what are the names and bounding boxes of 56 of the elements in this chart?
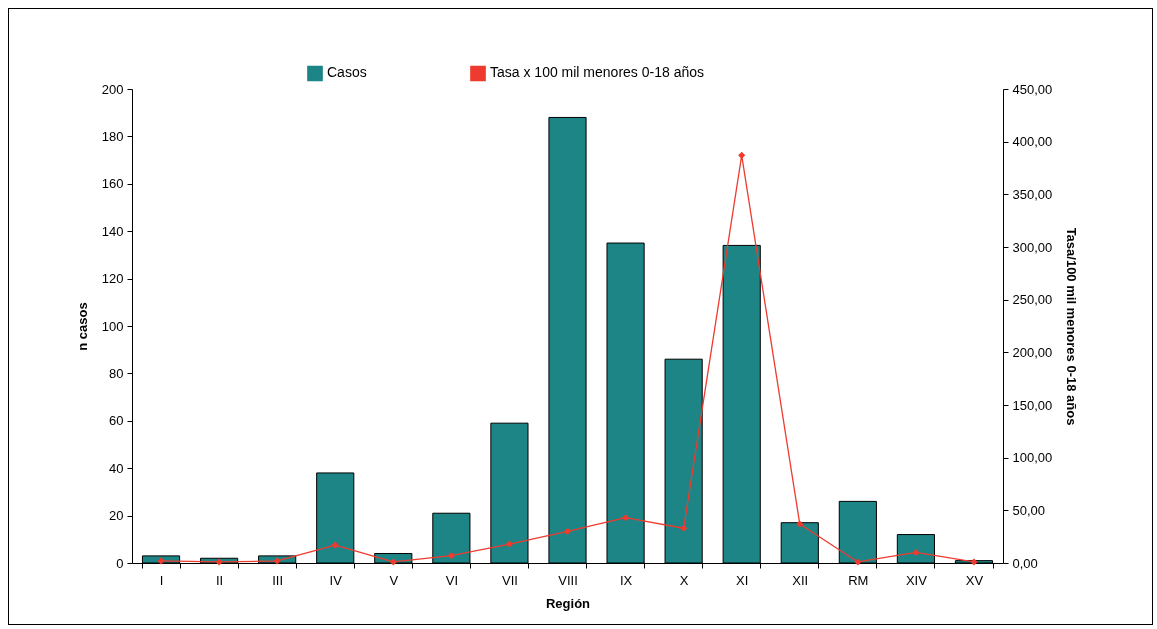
point	[331, 541, 339, 549]
point	[796, 520, 804, 528]
x-tick-label: II	[215, 572, 224, 588]
x-tick-label: XIV	[905, 572, 928, 588]
y-tick-label: 0	[116, 555, 124, 571]
y-tick-label: 20	[109, 508, 124, 524]
y2-tick-label: 0,00	[1012, 555, 1038, 571]
y2-tick-label: 400,00	[1012, 134, 1053, 150]
point	[505, 540, 513, 548]
x-tick-label: XI	[736, 572, 749, 588]
x-tick-label: XII	[792, 572, 809, 588]
x-tick-label: XV	[965, 572, 984, 588]
x-tick-label: I	[159, 572, 164, 588]
point	[854, 558, 862, 566]
y-tick-label: 100	[101, 318, 124, 334]
x-axis-title: Región	[545, 595, 591, 611]
y2-tick-label: 50,00	[1012, 502, 1046, 518]
x-tick-label: V	[389, 572, 399, 588]
y-tick-label: 80	[109, 365, 124, 381]
point	[273, 557, 281, 565]
y-tick-label: 200	[101, 81, 124, 97]
point	[680, 524, 688, 532]
y-tick-label: 180	[101, 128, 124, 144]
point	[215, 558, 223, 566]
point	[738, 151, 746, 159]
y2-tick-label: 200,00	[1012, 344, 1053, 360]
x-tick-label: VI	[445, 572, 459, 588]
y2-tick-label: 250,00	[1012, 292, 1053, 308]
point	[622, 514, 630, 522]
y-axis-title: n casos	[74, 302, 90, 351]
point	[563, 527, 572, 535]
x-tick-label: IX	[619, 572, 633, 588]
y2-tick-label: 300,00	[1012, 239, 1053, 255]
x-tick-label: III	[272, 572, 284, 588]
x-tick-label: VII	[501, 572, 518, 588]
x-tick-label: RM	[848, 572, 869, 588]
y-tick-label: 40	[109, 460, 124, 476]
point	[389, 558, 397, 566]
y-tick-label: 120	[101, 271, 124, 287]
point	[912, 548, 920, 556]
legend-label: Tasa x 100 mil menores 0-18 años	[490, 64, 704, 81]
y2-tick-label: 450,00	[1012, 81, 1053, 97]
x-tick-label: X	[679, 572, 689, 588]
x-tick-label: VIII	[558, 572, 578, 588]
point	[447, 552, 455, 560]
legend-label: Casos	[327, 64, 367, 81]
y-tick-label: 140	[101, 223, 124, 239]
point	[970, 558, 978, 566]
y2-tick-label: 150,00	[1012, 397, 1053, 413]
x-tick-label: IV	[329, 572, 343, 588]
y-tick-label: 160	[101, 176, 124, 192]
y2-tick-label: 100,00	[1012, 450, 1053, 466]
point	[157, 557, 165, 565]
y2-axis-title: Tasa/100 mil menores 0-18 años	[1064, 227, 1080, 426]
y-tick-label: 60	[109, 413, 124, 429]
y2-tick-label: 350,00	[1012, 186, 1053, 202]
